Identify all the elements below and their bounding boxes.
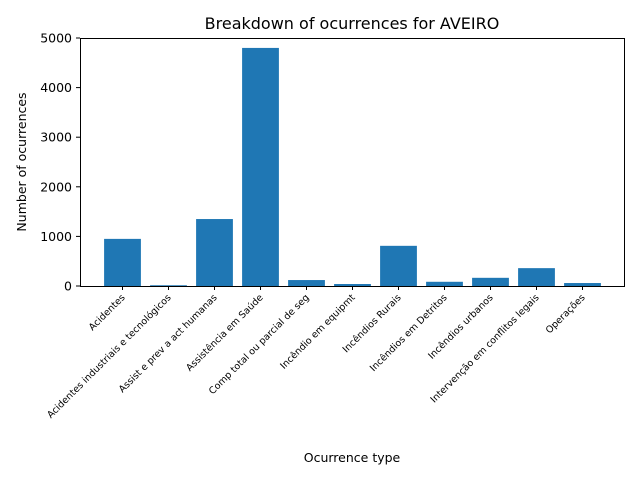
x-tick-label: Comp total ou parcial de seg: [207, 292, 312, 397]
bar: [242, 47, 279, 286]
x-tick-label: Assistência em Saúde: [184, 292, 266, 374]
x-tick-label: Acidentes: [87, 292, 128, 333]
bar: [564, 283, 601, 286]
y-axis-ticks: 0 1000 2000 3000 4000 5000: [40, 31, 80, 294]
bar: [104, 238, 141, 286]
bar: [518, 268, 555, 286]
plot-frame: [80, 38, 625, 287]
bar: [334, 284, 371, 286]
y-tick-label: 0: [64, 279, 72, 294]
bar: [150, 285, 187, 286]
x-tick-label: Incêndios em Detritos: [368, 292, 450, 374]
bar: [380, 245, 417, 286]
y-tick-label: 4000: [40, 80, 72, 95]
bar: [196, 219, 233, 286]
x-tick-label: Assist e prev a act humanas: [117, 292, 220, 395]
bar: [472, 277, 509, 286]
x-axis-label: Ocurrence type: [304, 450, 401, 465]
y-tick-label: 2000: [40, 179, 72, 194]
y-tick-label: 5000: [40, 31, 72, 46]
y-tick-label: 3000: [40, 130, 72, 145]
y-axis-label: Number of ocurrences: [14, 92, 29, 231]
chart-title: Breakdown of ocurrences for AVEIRO: [205, 14, 500, 33]
bar: [426, 281, 463, 286]
x-tick-label: Operações: [544, 292, 588, 336]
bars-group: [104, 47, 601, 286]
y-tick-label: 1000: [40, 229, 72, 244]
x-tick-label: Incêndio em equipmt: [278, 292, 357, 371]
bar: [288, 280, 325, 286]
